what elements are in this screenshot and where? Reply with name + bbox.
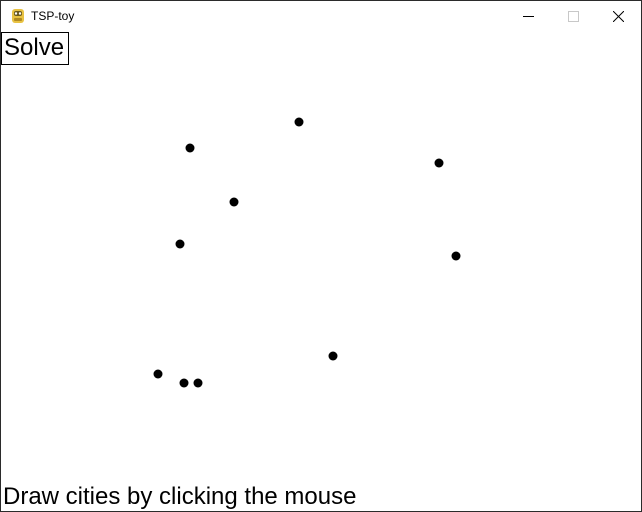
python-icon: [10, 8, 26, 24]
close-button[interactable]: [596, 1, 641, 31]
minimize-button[interactable]: [506, 1, 551, 31]
drawing-canvas[interactable]: Solve Draw cities by clicking the mouse: [1, 31, 641, 511]
title-bar[interactable]: TSP-toy: [1, 1, 641, 31]
city-point: [175, 239, 185, 249]
status-message: Draw cities by clicking the mouse: [3, 483, 357, 510]
city-point: [193, 378, 203, 388]
solve-button[interactable]: Solve: [1, 32, 69, 65]
city-point: [185, 143, 195, 153]
city-point: [434, 158, 444, 168]
city-point: [451, 251, 461, 261]
maximize-button[interactable]: [551, 1, 596, 31]
city-point: [328, 351, 338, 361]
city-point: [294, 117, 304, 127]
city-point: [179, 378, 189, 388]
close-icon: [613, 11, 624, 22]
city-layer: [153, 117, 461, 388]
city-point: [153, 369, 163, 379]
maximize-icon: [568, 11, 579, 22]
minimize-icon: [523, 16, 534, 17]
window-title: TSP-toy: [31, 9, 75, 23]
city-point: [229, 197, 239, 207]
